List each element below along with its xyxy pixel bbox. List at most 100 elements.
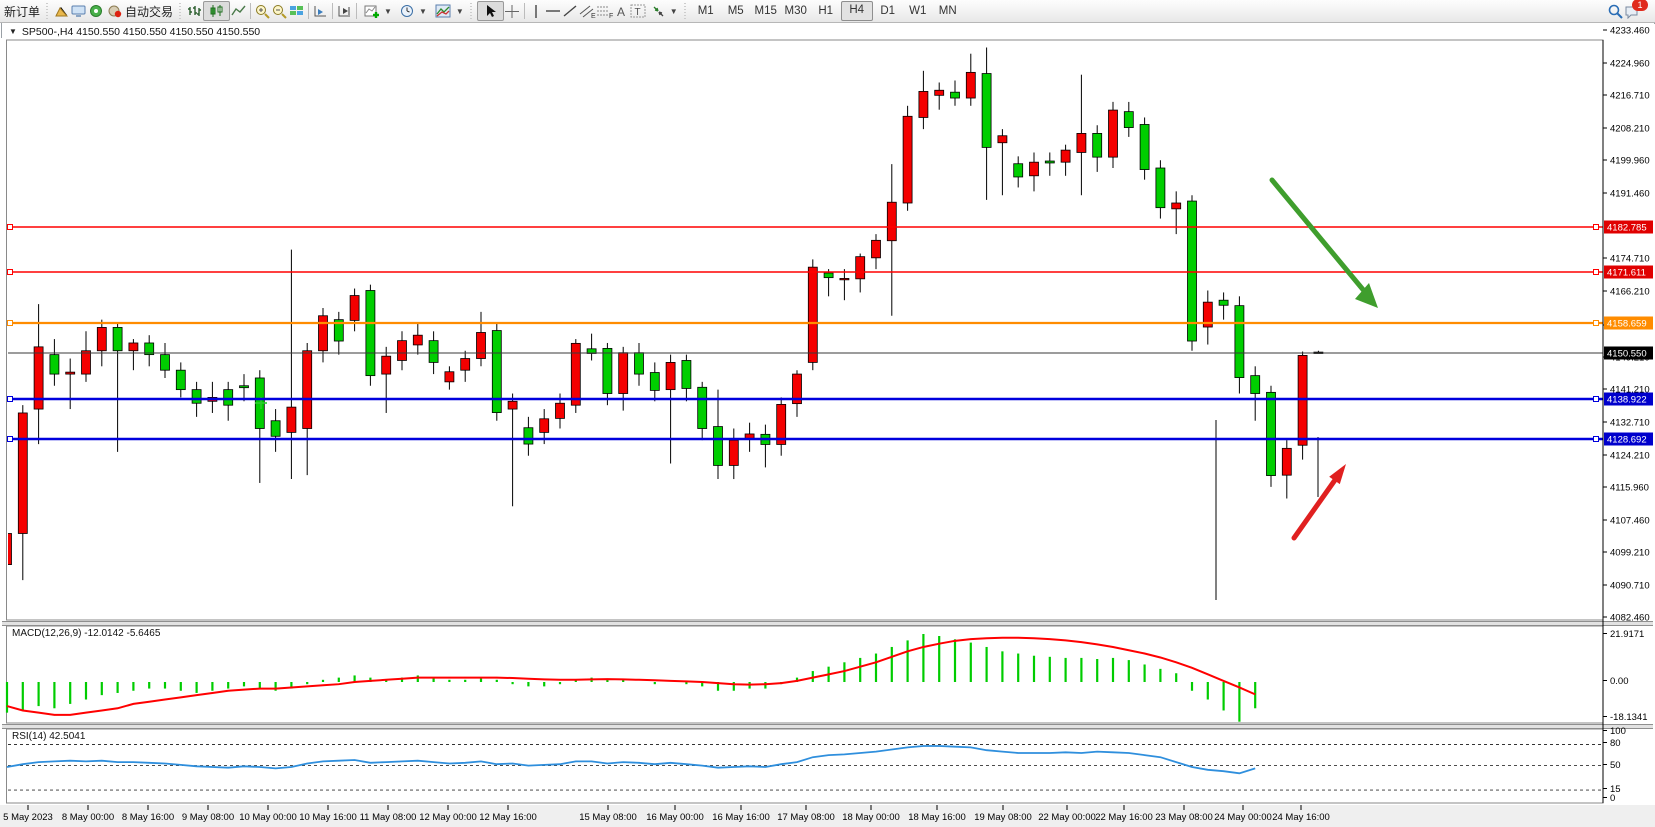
rsi-tick-label: 50 <box>1610 760 1621 771</box>
svg-text:E: E <box>591 13 596 19</box>
signals-icon[interactable] <box>87 3 104 19</box>
line-handle <box>7 224 13 230</box>
toolbar-separator <box>523 3 525 19</box>
candles-layer[interactable] <box>3 47 1324 600</box>
candle-up <box>460 358 471 371</box>
time-tick-label: 8 May 16:00 <box>122 812 174 823</box>
timeframe-button-D1[interactable]: D1 <box>880 5 896 17</box>
candle-down <box>1013 163 1024 178</box>
tile-windows-icon[interactable] <box>288 3 305 19</box>
rsi-indicator-label: RSI(14) 42.5041 <box>12 731 86 742</box>
candle-down <box>1266 391 1276 476</box>
line-handle <box>1593 320 1599 326</box>
timeframe-button-H4[interactable]: H4 <box>840 1 873 21</box>
horizontal-line-4128.692[interactable] <box>7 436 1604 442</box>
notifications-icon[interactable]: 1 <box>1624 0 1648 19</box>
equidistant-channel-tool-icon[interactable]: E <box>579 3 596 19</box>
candle-up <box>918 91 929 118</box>
rsi-tick-label: 80 <box>1610 738 1621 749</box>
chart-profile-icon[interactable] <box>53 3 70 19</box>
search-icon[interactable] <box>1607 3 1624 19</box>
candle-up <box>507 400 518 410</box>
timeframe-button-H1[interactable]: H1 <box>818 5 834 17</box>
candlestick-chart-type-icon[interactable] <box>203 1 231 21</box>
add-indicator-button[interactable]: ▼ <box>360 1 396 21</box>
horizontal-line-tool-icon[interactable] <box>545 3 562 19</box>
candle-up <box>839 278 850 281</box>
candle-up <box>1108 109 1118 158</box>
cursor-tool-icon[interactable] <box>476 1 504 21</box>
horizontal-line-4158.659[interactable] <box>7 320 1604 326</box>
line-handle <box>1593 396 1599 402</box>
bar-chart-type-icon[interactable] <box>186 3 203 19</box>
auto-scroll-icon[interactable] <box>336 3 353 19</box>
svg-text:4182.785: 4182.785 <box>1607 223 1647 234</box>
toolbar-separator <box>308 3 310 19</box>
candle-down <box>1139 124 1150 170</box>
candle-up <box>776 404 787 445</box>
rsi-tick-label: 0 <box>1610 793 1615 804</box>
zoom-in-icon[interactable] <box>254 3 271 19</box>
timeframe-button-M30[interactable]: M30 <box>784 5 807 17</box>
svg-text:4171.611: 4171.611 <box>1607 268 1646 279</box>
up-bounce-arrow[interactable] <box>1291 464 1346 541</box>
horizontal-line-4138.922[interactable] <box>7 396 1604 402</box>
fibonacci-tool-icon[interactable]: F <box>596 3 613 19</box>
candle-up <box>807 266 818 363</box>
candle-up <box>286 406 297 433</box>
candle-up <box>902 115 913 204</box>
horizontal-line-4171.611[interactable] <box>7 269 1604 275</box>
macd-panel[interactable]: 21.9171 0.00 -18.1341 <box>5 629 1648 723</box>
line-chart-type-icon[interactable] <box>230 3 247 19</box>
auto-trading-button[interactable]: 自动交易 <box>104 1 177 21</box>
vertical-line-tool-icon[interactable] <box>528 3 545 19</box>
price-tick-label: 4115.960 <box>1610 483 1649 494</box>
text-label-tool-icon[interactable]: T <box>630 3 647 19</box>
candle-up <box>555 402 565 419</box>
new-order-button[interactable]: 新订单 <box>0 1 44 21</box>
trendline-tool-icon[interactable] <box>562 3 579 19</box>
timeframe-button-MN[interactable]: MN <box>938 5 957 17</box>
price-tick-label: 4099.210 <box>1610 548 1650 559</box>
timeframe-button-W1[interactable]: W1 <box>909 5 927 17</box>
time-axis[interactable]: 5 May 2023 8 May 00:00 8 May 16:00 9 May 08… <box>3 805 1330 823</box>
text-tool-icon[interactable]: A <box>613 3 630 19</box>
chart-title-bar[interactable]: ▼ SP500-,H4 4150.550 4150.550 4150.550 4… <box>3 24 1655 39</box>
time-tick-label: 10 May 16:00 <box>299 812 357 823</box>
candle-down <box>1250 375 1261 394</box>
price-badge-4128.692: 4128.692 <box>1604 432 1653 446</box>
price-tick-label: 4141.210 <box>1610 385 1650 396</box>
toolbar-separator <box>332 3 334 19</box>
chart-shift-icon[interactable] <box>312 3 329 19</box>
candle-up <box>476 332 486 359</box>
candle-down <box>112 327 123 352</box>
zoom-out-icon[interactable] <box>271 3 288 19</box>
candle-up <box>1297 355 1308 446</box>
candle-down <box>1155 167 1166 209</box>
horizontal-line-4182.785[interactable] <box>7 224 1604 230</box>
templates-button[interactable]: ▼ <box>431 1 468 21</box>
timeframe-button-M15[interactable]: M15 <box>754 5 777 17</box>
candle-down <box>1044 160 1055 164</box>
macd-tick-label: 21.9171 <box>1610 629 1644 640</box>
crosshair-tool-icon[interactable] <box>504 3 521 19</box>
macd-indicator-label: MACD(12,26,9) -12.0142 -5.6465 <box>12 628 161 639</box>
macd-signal-line <box>6 636 1256 716</box>
terminal-icon[interactable] <box>70 3 87 19</box>
rsi-tick-label: 15 <box>1610 784 1621 795</box>
price-axis[interactable]: 4233.460 4224.960 4216.710 4208.210 4199.960… <box>1602 26 1653 804</box>
arrows-tool-button[interactable]: ▼ <box>647 1 682 21</box>
periods-button[interactable]: ▼ <box>396 1 431 21</box>
candle-up <box>397 340 407 361</box>
candle-down <box>49 354 60 375</box>
timeframe-button-M5[interactable]: M5 <box>727 5 744 17</box>
timeframe-button-M1[interactable]: M1 <box>697 5 714 17</box>
new-order-label: 新订单 <box>4 4 41 19</box>
toolbar-separator <box>250 3 252 19</box>
time-tick-label: 5 May 2023 <box>3 812 53 823</box>
candle-down <box>649 372 660 391</box>
down-trend-arrow[interactable] <box>1269 177 1378 308</box>
